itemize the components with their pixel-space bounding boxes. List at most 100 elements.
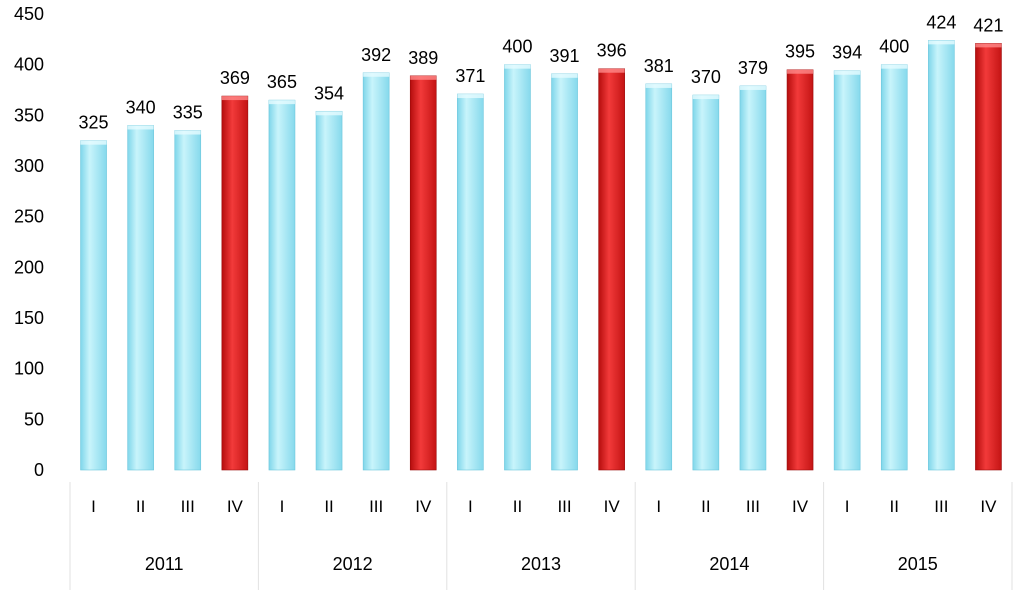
- quarter-label: IV: [415, 497, 432, 516]
- bar: [315, 110, 343, 471]
- quarter-label: IV: [604, 497, 621, 516]
- bar: [221, 95, 249, 471]
- quarter-label: I: [468, 497, 473, 516]
- data-label: 400: [502, 37, 532, 57]
- data-label: 396: [597, 41, 627, 61]
- y-tick-label: 250: [14, 207, 44, 227]
- bar: [268, 99, 296, 471]
- bar: [409, 75, 437, 471]
- quarter-label: II: [136, 497, 145, 516]
- bar: [174, 130, 202, 471]
- data-label: 369: [220, 68, 250, 88]
- bar: [739, 85, 767, 471]
- quarter-label: II: [513, 497, 522, 516]
- data-label: 354: [314, 83, 344, 103]
- quarter-label: III: [181, 497, 195, 516]
- bar: [928, 40, 955, 471]
- y-tick-label: 450: [14, 4, 44, 24]
- bars: [80, 40, 1002, 471]
- year-label: 2012: [333, 554, 373, 574]
- quarter-label: I: [845, 497, 850, 516]
- quarter-label: III: [934, 497, 948, 516]
- bar-cap: [504, 64, 531, 69]
- y-tick-label: 300: [14, 156, 44, 176]
- bar: [692, 94, 720, 471]
- bar-cap: [645, 83, 672, 88]
- bar-cap: [221, 96, 248, 101]
- quarter-label: IV: [980, 497, 997, 516]
- bar: [975, 43, 1002, 471]
- bar: [645, 83, 673, 471]
- bar: [551, 73, 578, 471]
- data-label: 365: [267, 72, 297, 92]
- data-label: 335: [173, 103, 203, 123]
- bar: [598, 68, 625, 471]
- data-label: 394: [832, 43, 862, 63]
- x-axis: I II III IV I II III IV I II III IV I II III IV I II III IV…: [91, 497, 997, 574]
- y-tick-label: 400: [14, 55, 44, 75]
- data-label: 392: [361, 45, 391, 65]
- bar-cap: [739, 85, 766, 90]
- quarter-label: II: [324, 497, 333, 516]
- data-label: 391: [550, 46, 580, 66]
- y-tick-label: 200: [14, 257, 44, 277]
- bar: [786, 69, 814, 471]
- quarter-label: II: [701, 497, 710, 516]
- y-tick-label: 350: [14, 105, 44, 125]
- data-label: 340: [126, 97, 156, 117]
- data-label: 370: [691, 67, 721, 87]
- bar-cap: [457, 94, 484, 99]
- year-label: 2014: [709, 554, 749, 574]
- bar: [362, 72, 390, 471]
- quarter-label: III: [369, 497, 383, 516]
- quarter-label: II: [890, 497, 899, 516]
- bar-cap: [174, 130, 201, 135]
- data-label: 379: [738, 58, 768, 78]
- bar: [880, 64, 908, 471]
- bar-cap: [80, 140, 107, 145]
- data-label: 389: [408, 48, 438, 68]
- quarter-label: I: [91, 497, 96, 516]
- bar: [504, 64, 531, 471]
- y-tick-label: 0: [34, 460, 44, 480]
- bar-cap: [692, 95, 719, 100]
- bar-cap: [598, 68, 625, 73]
- year-label: 2011: [145, 554, 184, 574]
- data-label: 400: [879, 37, 909, 57]
- quarter-label: I: [280, 497, 285, 516]
- data-label: 371: [455, 66, 485, 86]
- bar-cap: [928, 40, 955, 45]
- bar-cap: [551, 73, 578, 78]
- y-axis: 0 50 100 150 200 250 300 350 400 450: [14, 4, 44, 480]
- year-label: 2013: [521, 554, 561, 574]
- data-label: 424: [926, 12, 956, 32]
- year-bands: [69, 482, 1013, 590]
- quarter-label: III: [557, 497, 571, 516]
- data-labels: 325 340 335 369 365 354 392 389 371 400 391 396 381 3…: [79, 12, 1004, 132]
- bar-cap: [127, 125, 154, 130]
- bar-cap: [316, 111, 343, 116]
- bar-cap: [410, 75, 437, 80]
- y-tick-label: 100: [14, 359, 44, 379]
- bar-cap: [787, 69, 814, 74]
- quarter-label: III: [746, 497, 760, 516]
- bar-cap: [268, 100, 295, 105]
- bar: [127, 125, 154, 471]
- bar-cap: [881, 64, 908, 69]
- bar-cap: [975, 43, 1002, 48]
- data-label: 325: [79, 113, 109, 133]
- bar-cap: [834, 70, 861, 75]
- quarter-label: IV: [227, 497, 244, 516]
- data-label: 381: [644, 56, 674, 76]
- quarter-label: IV: [792, 497, 809, 516]
- quarter-label: I: [656, 497, 661, 516]
- bar: [833, 70, 861, 471]
- y-tick-label: 150: [14, 308, 44, 328]
- bar-cap: [363, 72, 390, 77]
- data-label: 395: [785, 42, 815, 62]
- year-label: 2015: [898, 554, 938, 574]
- data-label: 421: [973, 15, 1003, 35]
- y-tick-label: 50: [24, 409, 44, 429]
- bar: [80, 140, 107, 471]
